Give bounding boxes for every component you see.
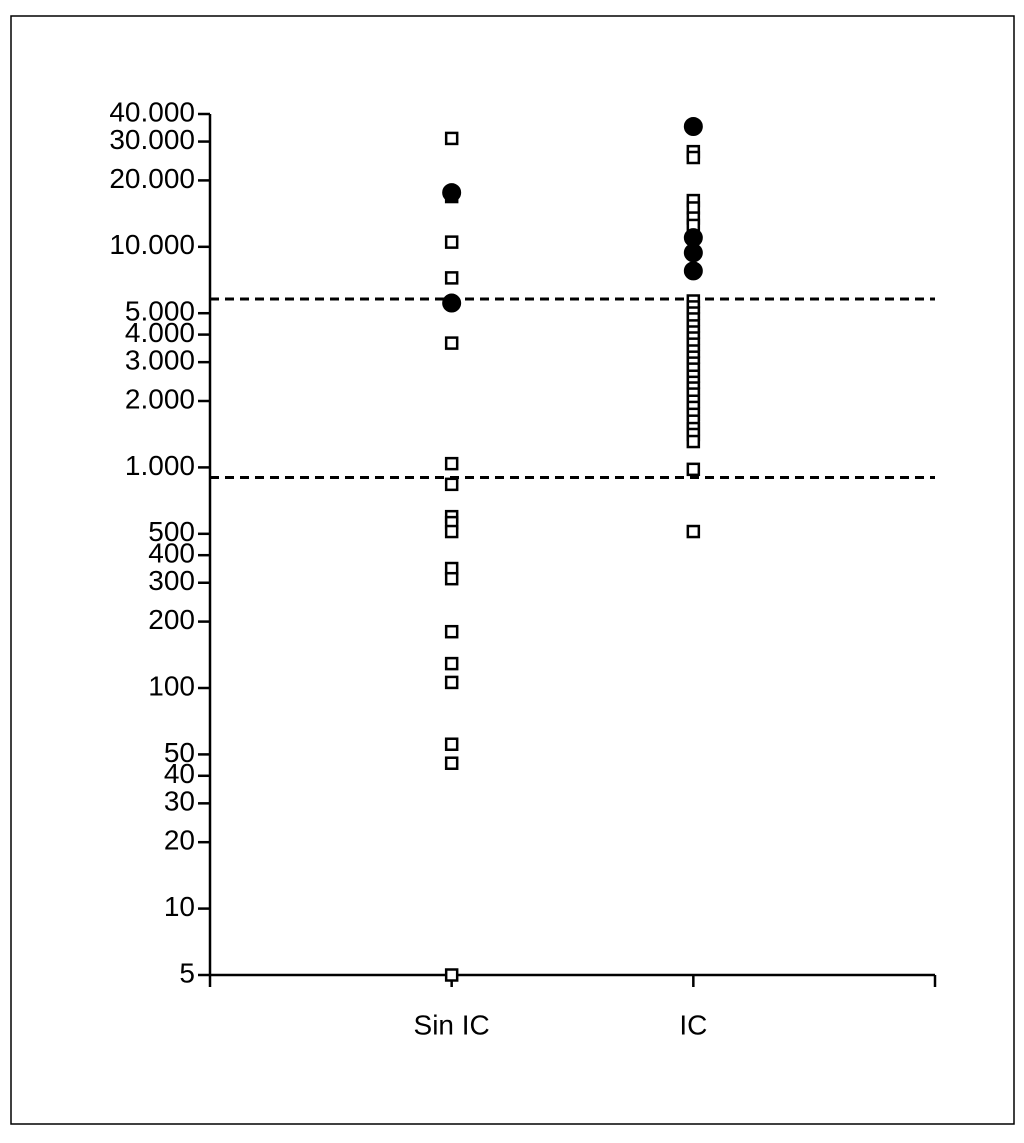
square-point [444,271,459,285]
y-tick-label: 300 [148,565,195,596]
y-tick-label: 4.000 [125,317,195,348]
circle-point [442,293,462,313]
y-tick-label: 10.000 [109,229,195,260]
frame [10,15,1015,1125]
y-tick-label: 5 [179,957,195,988]
y-tick-label: 500 [148,516,195,547]
square-point [444,656,459,671]
y-tick-label: 2.000 [125,383,195,414]
square-point [444,456,459,471]
square-point [444,571,459,586]
square-point [444,336,459,350]
x-tick-label: IC [679,1009,707,1040]
square-point [444,477,459,492]
square-point [686,462,701,477]
y-tick-label: 20 [164,825,195,856]
circle-point [683,261,703,281]
y-tick-label: 20.000 [109,163,195,194]
y-tick-label: 30 [164,786,195,817]
circle-point [683,243,703,263]
square-point [444,131,459,146]
y-tick-label: 200 [148,604,195,635]
y-tick-label: 1.000 [125,450,195,481]
y-tick-label: 400 [148,538,195,569]
square-point [686,150,701,165]
circle-point [683,117,703,137]
square-point [444,524,459,539]
y-tick-label: 3.000 [125,345,195,376]
square-point [444,968,459,982]
y-tick-label: 100 [148,670,195,701]
square-point [444,624,459,639]
y-tick-label: 50 [164,737,195,768]
square-point [686,434,701,449]
square-point [444,756,459,770]
square-point [686,524,701,539]
square-point [444,235,459,249]
square-point [444,675,459,690]
y-tick-label: 5.000 [125,296,195,327]
y-tick-label: 40 [164,758,195,789]
y-tick-label: 40.000 [109,96,195,127]
square-point [444,737,459,751]
y-tick-label: 30.000 [109,124,195,155]
x-tick-label: Sin IC [414,1009,490,1040]
circle-point [442,183,462,203]
y-tick-label: 10 [164,891,195,922]
